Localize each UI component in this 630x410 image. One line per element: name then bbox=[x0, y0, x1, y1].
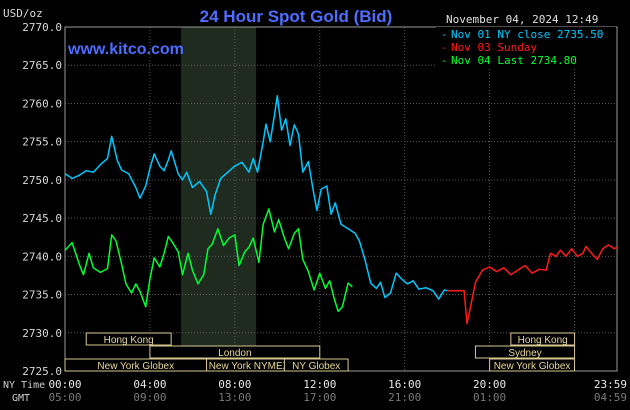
x-tick-label-ny: 12:00 bbox=[303, 378, 336, 391]
legend-marker: - bbox=[441, 41, 448, 54]
y-tick-label: 2730.0 bbox=[22, 327, 62, 340]
session-label: New York Globex bbox=[494, 361, 571, 372]
session-label: NY Globex bbox=[292, 361, 340, 372]
session-label: New York Globex bbox=[97, 361, 174, 372]
legend-item: Nov 03 Sunday bbox=[451, 41, 537, 54]
session-bar bbox=[283, 358, 349, 372]
site-watermark: www.kitco.com bbox=[67, 41, 184, 58]
y-tick-label: 2745.0 bbox=[22, 212, 62, 225]
x-tick-label-gmt: 01:00 bbox=[473, 391, 506, 404]
x-tick-label-gmt: 13:00 bbox=[218, 391, 251, 404]
session-bar bbox=[489, 358, 576, 372]
x-tick-label-ny: 04:00 bbox=[133, 378, 166, 391]
session-label: New York NYMEX bbox=[209, 361, 290, 372]
y-tick-label: 2735.0 bbox=[22, 289, 62, 302]
session-bars: Hong Kong London New York Globex New York N… bbox=[64, 332, 576, 372]
series-line-nov-04 bbox=[64, 208, 353, 313]
x-tick-label-gmt: 04:59 bbox=[594, 391, 627, 404]
legend-marker: - bbox=[441, 28, 448, 41]
highlight-band bbox=[181, 27, 257, 371]
session-label: Hong Kong bbox=[518, 335, 568, 346]
session-bar bbox=[149, 345, 321, 359]
y-tick-label: 2770.0 bbox=[22, 21, 62, 34]
x-tick-label-ny: 23:59 bbox=[594, 378, 627, 391]
session-bar bbox=[474, 345, 576, 359]
series-lines bbox=[64, 95, 618, 325]
x-tick-label-gmt: 21:00 bbox=[388, 391, 421, 404]
legend-item: Nov 01 NY close 2735.50 bbox=[451, 28, 603, 41]
ny-time-label: NY Time bbox=[3, 380, 45, 391]
y-axis-ticks: 2770.0 2765.0 2760.0 2755.0 2750.0 2745.0 2740… bbox=[22, 21, 62, 378]
x-tick-label-ny: 16:00 bbox=[388, 378, 421, 391]
session-bar bbox=[85, 332, 172, 346]
series-line-nov-01 bbox=[64, 95, 448, 300]
y-tick-label: 2765.0 bbox=[22, 59, 62, 72]
session-label: Sydney bbox=[508, 348, 541, 359]
y-tick-label: 2750.0 bbox=[22, 174, 62, 187]
y-tick-label: 2755.0 bbox=[22, 136, 62, 149]
y-tick-label: 2725.0 bbox=[22, 365, 62, 378]
session-bar bbox=[510, 332, 576, 346]
session-label: Hong Kong bbox=[104, 335, 154, 346]
plot-area bbox=[65, 27, 617, 371]
y-unit-label: USD/oz bbox=[3, 7, 43, 20]
x-tick-label-ny: 00:00 bbox=[48, 378, 81, 391]
series-line-nov-03 bbox=[447, 244, 618, 325]
x-tick-label-gmt: 09:00 bbox=[133, 391, 166, 404]
legend-item: Nov 04 Last 2734.80 bbox=[451, 54, 577, 67]
chart-title: 24 Hour Spot Gold (Bid) bbox=[200, 7, 393, 26]
gmt-label: GMT bbox=[12, 393, 30, 404]
legend-box bbox=[436, 27, 616, 68]
x-tick-label-ny: 08:00 bbox=[218, 378, 251, 391]
y-tick-label: 2740.0 bbox=[22, 250, 62, 263]
legend: - Nov 01 NY close 2735.50- Nov 03 Sunday- N… bbox=[436, 27, 616, 68]
x-tick-label-ny: 20:00 bbox=[473, 378, 506, 391]
x-tick-label-gmt: 17:00 bbox=[303, 391, 336, 404]
legend-marker: - bbox=[441, 54, 448, 67]
y-tick-label: 2760.0 bbox=[22, 97, 62, 110]
chart-date: November 04, 2024 12:49 bbox=[446, 13, 598, 26]
session-label: London bbox=[218, 348, 251, 359]
x-tick-label-gmt: 05:00 bbox=[48, 391, 81, 404]
